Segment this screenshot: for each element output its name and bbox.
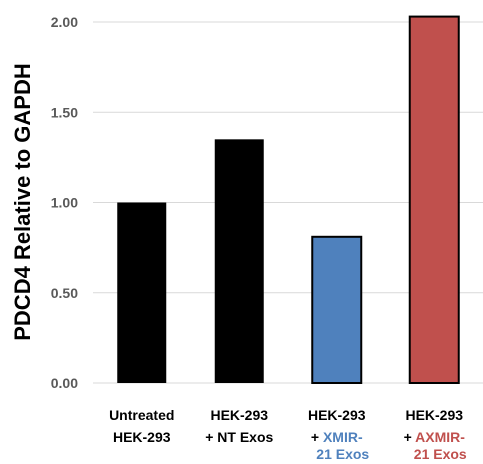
y-tick-label: 1.50 (51, 104, 78, 120)
y-axis-label: PDCD4 Relative to GAPDH (10, 63, 35, 341)
y-tick-labels: 0.00 0.50 1.00 1.50 2.00 (51, 14, 78, 391)
x-tick-label-text: HEK-293 (113, 429, 171, 445)
bar (408, 15, 460, 385)
y-tick-label: 2.00 (51, 14, 78, 30)
x-tick-label-line1: HEK-293 (405, 407, 463, 423)
x-tick-label-text: XMIR- (323, 429, 363, 445)
x-tick-label-line1: HEK-293 (210, 407, 268, 423)
x-tick-label-line3: 21 Exos (414, 446, 467, 459)
x-tick-label-text: AXMIR- (415, 429, 465, 445)
x-tick-label-prefix: + (404, 429, 416, 445)
x-tick-label-line2: HEK-293 (113, 429, 171, 445)
x-tick-label-text: NT Exos (217, 429, 273, 445)
x-tick-label-line2: + NT Exos (205, 429, 273, 445)
bar (214, 139, 264, 383)
x-tick-label-line1: Untreated (109, 407, 174, 423)
bar (311, 235, 363, 384)
bars (117, 15, 460, 385)
x-tick-labels: Untreated HEK-293 HEK-293 + NT Exos HEK-293 +… (109, 407, 467, 462)
y-tick-label: 0.00 (51, 375, 78, 391)
y-tick-label: 1.00 (51, 195, 78, 211)
x-tick-label-line1: HEK-293 (308, 407, 366, 423)
x-tick-label-prefix: + (205, 429, 217, 445)
bar (117, 202, 167, 383)
y-tick-label: 0.50 (51, 285, 78, 301)
x-tick-label-line2: + AXMIR- (404, 429, 466, 445)
x-tick-label-prefix: + (311, 429, 323, 445)
x-tick-label-line2: + XMIR- (311, 429, 363, 445)
x-tick-label-line3: 21 Exos (316, 446, 369, 459)
